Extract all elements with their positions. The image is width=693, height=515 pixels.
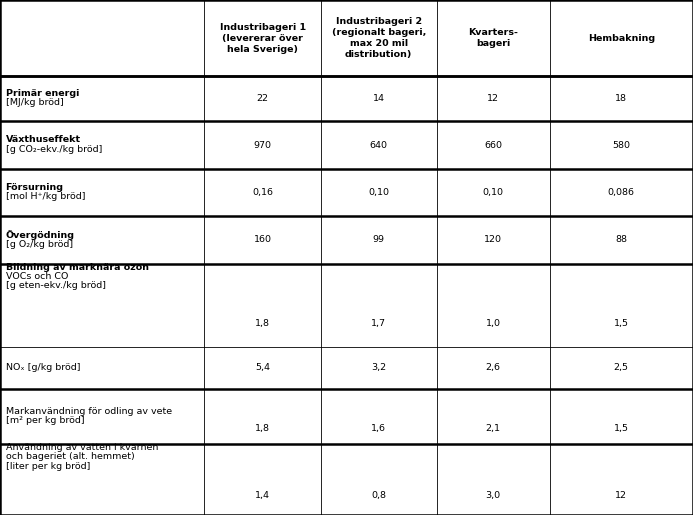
Text: 580: 580 xyxy=(613,141,630,149)
Text: Försurning: Försurning xyxy=(6,183,64,192)
Text: och bageriet (alt. hemmet): och bageriet (alt. hemmet) xyxy=(6,452,134,461)
Text: Industribageri 1
(levererar över
hela Sverige): Industribageri 1 (levererar över hela Sv… xyxy=(220,23,306,54)
Text: 120: 120 xyxy=(484,235,502,245)
Text: Växthuseffekt: Växthuseffekt xyxy=(6,135,80,144)
Text: [g O₂/kg bröd]: [g O₂/kg bröd] xyxy=(6,239,73,249)
Text: 1,5: 1,5 xyxy=(614,319,629,328)
Text: 1,8: 1,8 xyxy=(255,424,270,433)
Text: NOₓ [g/kg bröd]: NOₓ [g/kg bröd] xyxy=(6,364,80,372)
Text: 12: 12 xyxy=(615,491,627,500)
Text: 0,16: 0,16 xyxy=(252,188,273,197)
Text: VOCs och CO: VOCs och CO xyxy=(6,272,68,281)
Text: 1,8: 1,8 xyxy=(255,319,270,328)
Text: 1,4: 1,4 xyxy=(255,491,270,500)
Text: 88: 88 xyxy=(615,235,627,245)
Text: 14: 14 xyxy=(373,94,385,103)
Text: 3,0: 3,0 xyxy=(486,491,500,500)
Text: Markanvändning för odling av vete: Markanvändning för odling av vete xyxy=(6,407,172,416)
Text: 640: 640 xyxy=(370,141,387,149)
Text: 5,4: 5,4 xyxy=(255,364,270,372)
Text: 12: 12 xyxy=(487,94,499,103)
Text: 0,10: 0,10 xyxy=(482,188,504,197)
Text: 1,7: 1,7 xyxy=(371,319,386,328)
Text: 2,6: 2,6 xyxy=(486,364,500,372)
Text: Hembakning: Hembakning xyxy=(588,33,655,43)
Text: 970: 970 xyxy=(254,141,272,149)
Text: [g CO₂-ekv./kg bröd]: [g CO₂-ekv./kg bröd] xyxy=(6,145,102,153)
Text: Användning av vatten i kvarnen: Användning av vatten i kvarnen xyxy=(6,443,158,452)
Text: 160: 160 xyxy=(254,235,272,245)
Text: Industribageri 2
(regionalt bageri,
max 20 mil
distribution): Industribageri 2 (regionalt bageri, max … xyxy=(331,17,426,59)
Text: [g eten-ekv./kg bröd]: [g eten-ekv./kg bröd] xyxy=(6,281,105,290)
Text: [mol H⁺/kg bröd]: [mol H⁺/kg bröd] xyxy=(6,192,85,201)
Text: Primär energi: Primär energi xyxy=(6,89,79,98)
Text: 2,5: 2,5 xyxy=(614,364,629,372)
Text: 1,5: 1,5 xyxy=(614,424,629,433)
Text: 0,086: 0,086 xyxy=(608,188,635,197)
Text: 2,1: 2,1 xyxy=(486,424,500,433)
Text: Övergödning: Övergödning xyxy=(6,230,75,240)
Text: 22: 22 xyxy=(256,94,269,103)
Text: Bildning av marknära ozon: Bildning av marknära ozon xyxy=(6,263,148,272)
Text: Kvarters-
bageri: Kvarters- bageri xyxy=(468,28,518,48)
Text: [liter per kg bröd]: [liter per kg bröd] xyxy=(6,461,90,471)
Text: 3,2: 3,2 xyxy=(371,364,386,372)
Text: 0,8: 0,8 xyxy=(371,491,386,500)
Text: 1,6: 1,6 xyxy=(371,424,386,433)
Text: 18: 18 xyxy=(615,94,627,103)
Text: 1,0: 1,0 xyxy=(486,319,500,328)
Text: 0,10: 0,10 xyxy=(368,188,389,197)
Text: 99: 99 xyxy=(373,235,385,245)
Text: [MJ/kg bröd]: [MJ/kg bröd] xyxy=(6,98,63,108)
Text: [m² per kg bröd]: [m² per kg bröd] xyxy=(6,416,84,425)
Text: 660: 660 xyxy=(484,141,502,149)
